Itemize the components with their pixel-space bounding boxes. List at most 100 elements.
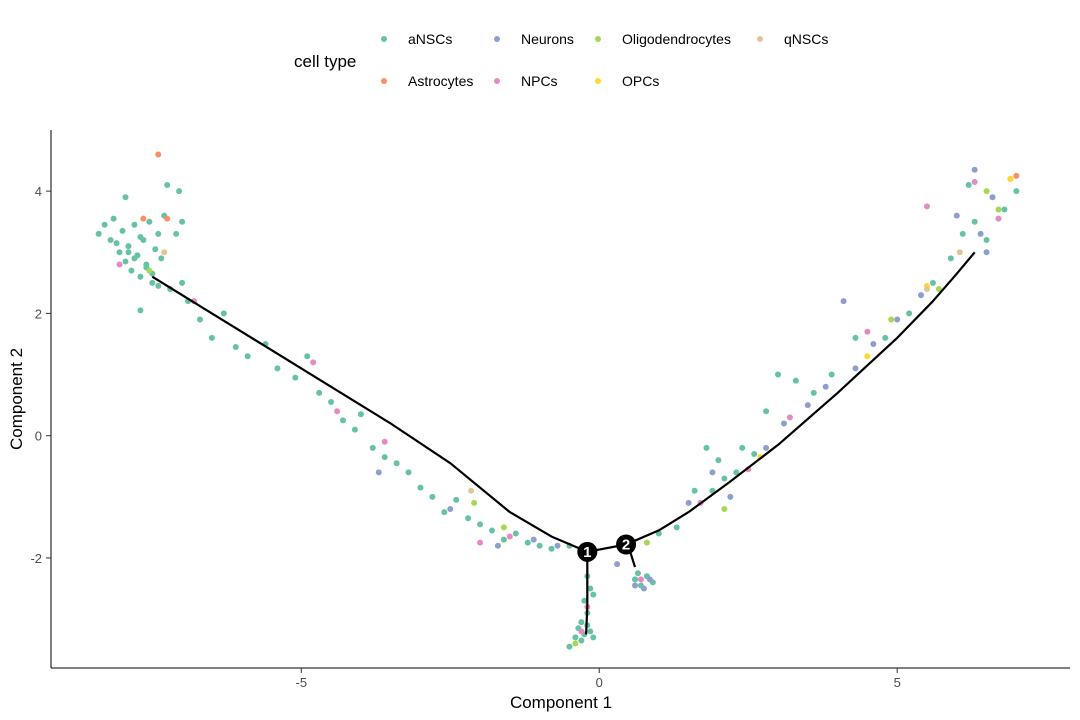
data-point xyxy=(965,182,972,189)
data-point xyxy=(220,310,227,317)
data-point xyxy=(870,340,877,347)
data-point xyxy=(113,240,120,247)
data-point xyxy=(146,218,153,225)
data-point xyxy=(512,530,519,537)
data-point xyxy=(494,542,501,549)
legend-entry: qNSCs xyxy=(757,31,828,47)
data-point xyxy=(152,246,159,253)
data-point xyxy=(316,389,323,396)
data-point xyxy=(614,561,621,568)
legend-label: qNSCs xyxy=(784,31,828,47)
data-point xyxy=(673,524,680,531)
data-points xyxy=(95,151,1020,650)
y-tick-label: 0 xyxy=(35,429,42,444)
data-point xyxy=(119,227,126,234)
branch-point: 1 xyxy=(577,541,598,562)
data-point xyxy=(703,444,710,451)
data-point xyxy=(477,539,484,546)
data-point xyxy=(751,451,758,458)
data-point xyxy=(566,643,573,650)
data-point xyxy=(983,188,990,195)
data-point xyxy=(995,206,1002,213)
data-point xyxy=(155,151,162,158)
data-point xyxy=(477,521,484,528)
data-point xyxy=(137,273,144,280)
y-tick-label: 4 xyxy=(35,184,42,199)
x-tick-label: 0 xyxy=(596,675,603,690)
trajectory-line xyxy=(151,275,588,553)
data-point xyxy=(578,628,585,635)
data-point xyxy=(500,524,507,531)
data-point xyxy=(578,619,585,626)
data-point xyxy=(780,420,787,427)
data-point xyxy=(381,438,388,445)
data-point xyxy=(524,539,531,546)
legend-label: aNSCs xyxy=(408,31,452,47)
data-point xyxy=(581,597,588,604)
data-point xyxy=(471,499,478,506)
data-point xyxy=(334,408,341,415)
data-point xyxy=(959,230,966,237)
data-point xyxy=(128,267,135,274)
legend-entry: Neurons xyxy=(494,31,574,47)
data-point xyxy=(140,215,147,222)
data-point xyxy=(292,374,299,381)
branch-point: 2 xyxy=(616,534,637,555)
data-point xyxy=(110,215,117,222)
data-point xyxy=(137,307,144,314)
data-point xyxy=(953,212,960,219)
y-tick-label: -2 xyxy=(30,551,42,566)
legend-label: OPCs xyxy=(622,73,659,89)
legend-label: Oligodendrocytes xyxy=(622,31,731,47)
legend-label: Astrocytes xyxy=(408,73,473,89)
data-point xyxy=(733,469,740,476)
data-point xyxy=(631,582,638,589)
data-point xyxy=(828,371,835,378)
data-point xyxy=(1013,172,1020,179)
data-point xyxy=(727,493,734,500)
data-point xyxy=(956,249,963,256)
data-point xyxy=(587,628,594,635)
data-point xyxy=(715,457,722,464)
y-tick-label: 2 xyxy=(35,306,42,321)
x-tick-label: 5 xyxy=(894,675,901,690)
y-axis-ticks: -2 0 2 4 xyxy=(30,184,51,566)
data-point xyxy=(882,334,889,341)
data-point xyxy=(196,316,203,323)
legend-entry: OPCs xyxy=(595,73,659,89)
trajectory-line xyxy=(585,551,589,635)
branch-marker xyxy=(616,534,637,555)
data-point xyxy=(95,230,102,237)
data-point xyxy=(721,475,728,482)
data-point xyxy=(572,640,579,647)
legend-entry: Oligodendrocytes xyxy=(595,31,731,47)
data-point xyxy=(810,389,817,396)
data-point xyxy=(137,233,144,240)
legend: cell type aNSCs Astrocytes Neurons NPCs Olig… xyxy=(294,31,828,89)
data-point xyxy=(691,487,698,494)
data-point xyxy=(339,417,346,424)
data-point xyxy=(721,506,728,513)
data-point xyxy=(646,576,653,583)
data-point xyxy=(929,279,936,286)
legend-key xyxy=(757,36,763,42)
data-point xyxy=(500,536,507,543)
data-point xyxy=(149,279,156,286)
data-point xyxy=(429,493,436,500)
data-point xyxy=(536,542,543,549)
data-point xyxy=(763,408,770,415)
data-point xyxy=(244,353,251,360)
legend-key xyxy=(595,36,601,42)
legend-key xyxy=(595,78,601,84)
data-point xyxy=(971,166,978,173)
data-point xyxy=(179,218,186,225)
data-point xyxy=(488,527,495,534)
data-point xyxy=(864,328,871,335)
data-point xyxy=(465,515,472,522)
data-point xyxy=(786,414,793,421)
data-point xyxy=(131,221,138,228)
data-point xyxy=(447,506,454,513)
data-point xyxy=(590,634,597,641)
data-point xyxy=(122,194,129,201)
